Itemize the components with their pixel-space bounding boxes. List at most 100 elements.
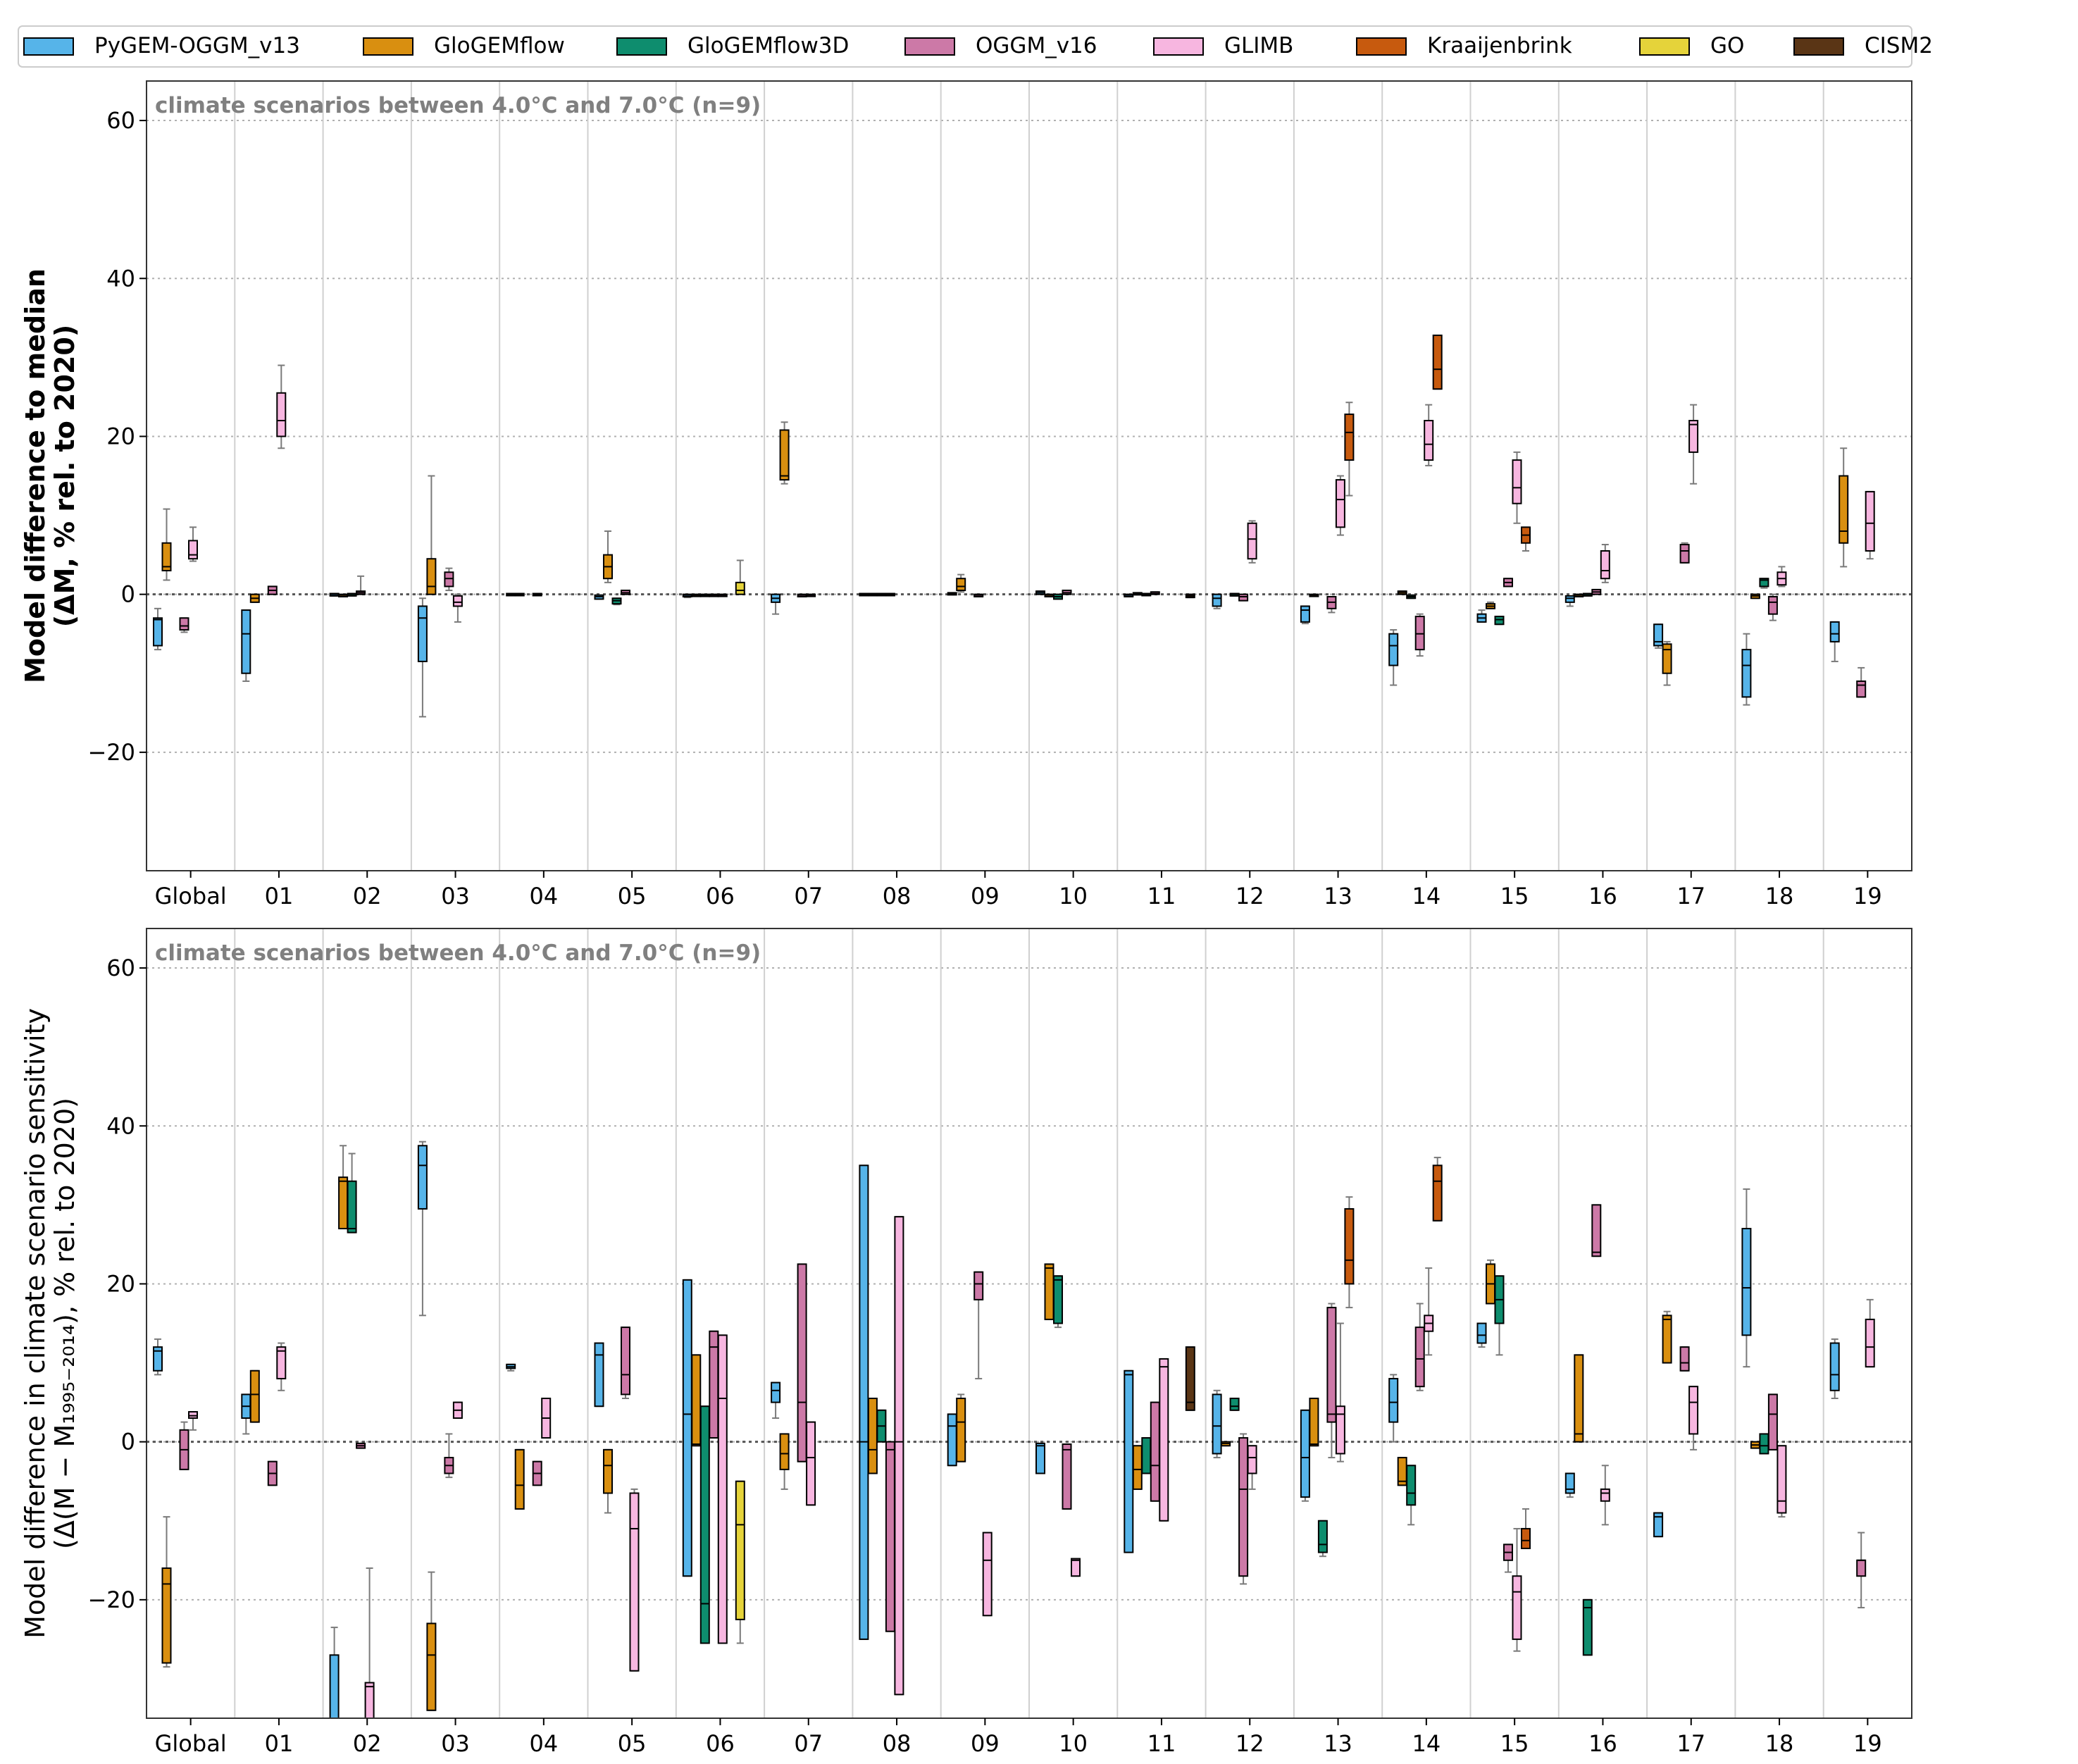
box-body (1238, 1437, 1249, 1577)
box-pygem-oggm-v13-02 (329, 592, 340, 597)
y-tick-label: 60 (106, 107, 135, 134)
box-body (1432, 334, 1443, 390)
box-pygem-oggm-v13-16 (1564, 1472, 1575, 1498)
box-body (797, 1263, 807, 1462)
box-body (1141, 1437, 1152, 1474)
box-pygem-oggm-v13-10 (1035, 590, 1045, 595)
box-body (1212, 593, 1222, 607)
box-oggm-v16-08 (885, 592, 895, 597)
box-pygem-oggm-v13-11 (1124, 593, 1134, 598)
box-oggm-v16-global (179, 1421, 189, 1470)
x-tick-label: 01 (265, 1730, 294, 1757)
box-pygem-oggm-v13-17 (1653, 623, 1664, 649)
y-tick-label: 40 (106, 1112, 135, 1139)
box-oggm-v16-17 (1679, 1346, 1690, 1372)
box-glogemflow3d-18 (1759, 578, 1769, 589)
box-glogemflow3d-06 (699, 1405, 710, 1644)
x-tick-label: 14 (1412, 883, 1441, 909)
box-body (1300, 1409, 1310, 1498)
y-axis-label-line: Model difference to median (20, 268, 51, 683)
box-kraaijenbrink-14 (1432, 334, 1443, 390)
x-tick-label: 17 (1676, 883, 1705, 909)
legend-swatch-go (1639, 37, 1690, 56)
x-tick-label: Global (155, 883, 227, 909)
box-pygem-oggm-v13-08 (859, 592, 869, 597)
box-body (1865, 1318, 1875, 1368)
box-glogemflow-13 (1309, 593, 1319, 597)
box-pygem-oggm-v13-04 (506, 592, 516, 597)
box-glimb-09 (982, 1532, 993, 1617)
x-tick-label: 12 (1236, 883, 1264, 909)
x-tick-label: 02 (353, 1730, 382, 1757)
box-glimb-13 (1335, 1322, 1345, 1462)
box-glogemflow3d-18 (1759, 1433, 1769, 1455)
box-glogemflow-15 (1486, 601, 1495, 609)
legend-swatch-glimb (1153, 37, 1204, 56)
box-body (1829, 1342, 1840, 1391)
box-body (735, 1480, 745, 1620)
legend-swatch-cism2 (1793, 37, 1844, 56)
box-cism2-11 (1185, 1346, 1195, 1411)
box-body (947, 1413, 957, 1467)
box-pygem-oggm-v13-12 (1212, 1389, 1222, 1459)
box-glogemflow-global (161, 1516, 172, 1668)
box-kraaijenbrink-15 (1521, 1508, 1531, 1549)
box-pygem-oggm-v13-01 (241, 609, 251, 682)
box-body (699, 1405, 710, 1644)
box-glimb-16 (1600, 544, 1610, 583)
box-glogemflow-03 (426, 475, 437, 595)
box-body (1414, 1327, 1425, 1388)
box-oggm-v16-13 (1326, 596, 1337, 614)
box-oggm-v16-09 (973, 1271, 984, 1379)
scenario-annotation: climate scenarios between 4.0°C and 7.0°… (155, 940, 761, 966)
box-body (594, 1342, 604, 1408)
x-tick-label: 05 (618, 1730, 647, 1757)
box-glogemflow-14 (1397, 1457, 1407, 1486)
legend-label-glimb: GLIMB (1224, 33, 1293, 58)
box-pygem-oggm-v13-06 (682, 593, 692, 599)
box-pygem-oggm-v13-global (153, 1338, 163, 1376)
box-body (179, 617, 189, 631)
x-tick-label: 11 (1147, 883, 1176, 909)
box-body (1062, 1443, 1072, 1510)
box-body (1856, 1559, 1867, 1577)
box-glogemflow-08 (867, 1397, 878, 1474)
box-glimb-12 (1247, 520, 1257, 564)
box-body (444, 571, 454, 588)
box-glimb-04 (541, 1397, 552, 1439)
box-pygem-oggm-v13-15 (1476, 609, 1487, 623)
y-tick-label: 0 (121, 1429, 135, 1455)
box-body (161, 542, 172, 572)
box-body (956, 1397, 966, 1462)
box-body (1229, 1397, 1240, 1411)
box-glogemflow-10 (1044, 593, 1054, 598)
box-glogemflow-16 (1574, 593, 1584, 598)
box-body (276, 392, 287, 437)
box-body (1212, 1393, 1222, 1455)
box-body (1053, 1275, 1063, 1324)
box-oggm-v16-global (179, 617, 189, 633)
legend-swatch-glogemflow (363, 37, 413, 56)
box-glimb-07 (806, 593, 816, 597)
box-pygem-oggm-v13-07 (771, 1381, 781, 1420)
x-tick-label: 19 (1853, 883, 1882, 909)
box-glimb-06 (717, 1334, 728, 1644)
box-oggm-v16-01 (267, 585, 278, 595)
x-tick-label: 07 (794, 883, 823, 909)
box-glogemflow3d-16 (1582, 592, 1593, 597)
box-body (1564, 595, 1575, 603)
box-glimb-17 (1688, 1386, 1699, 1451)
box-body (1300, 605, 1310, 623)
box-glogemflow-03 (426, 1571, 437, 1711)
box-body (1414, 616, 1425, 651)
box-cism2-11 (1185, 593, 1195, 599)
box-glogemflow-18 (1750, 593, 1760, 600)
box-body (1591, 1204, 1602, 1257)
x-tick-label: 04 (529, 883, 558, 909)
box-oggm-v16-03 (444, 567, 454, 592)
box-glogemflow-19 (1839, 447, 1849, 568)
box-body (629, 1492, 640, 1672)
box-glimb-03 (452, 593, 463, 623)
box-body (1767, 1393, 1778, 1451)
axes-frame (146, 80, 1912, 871)
